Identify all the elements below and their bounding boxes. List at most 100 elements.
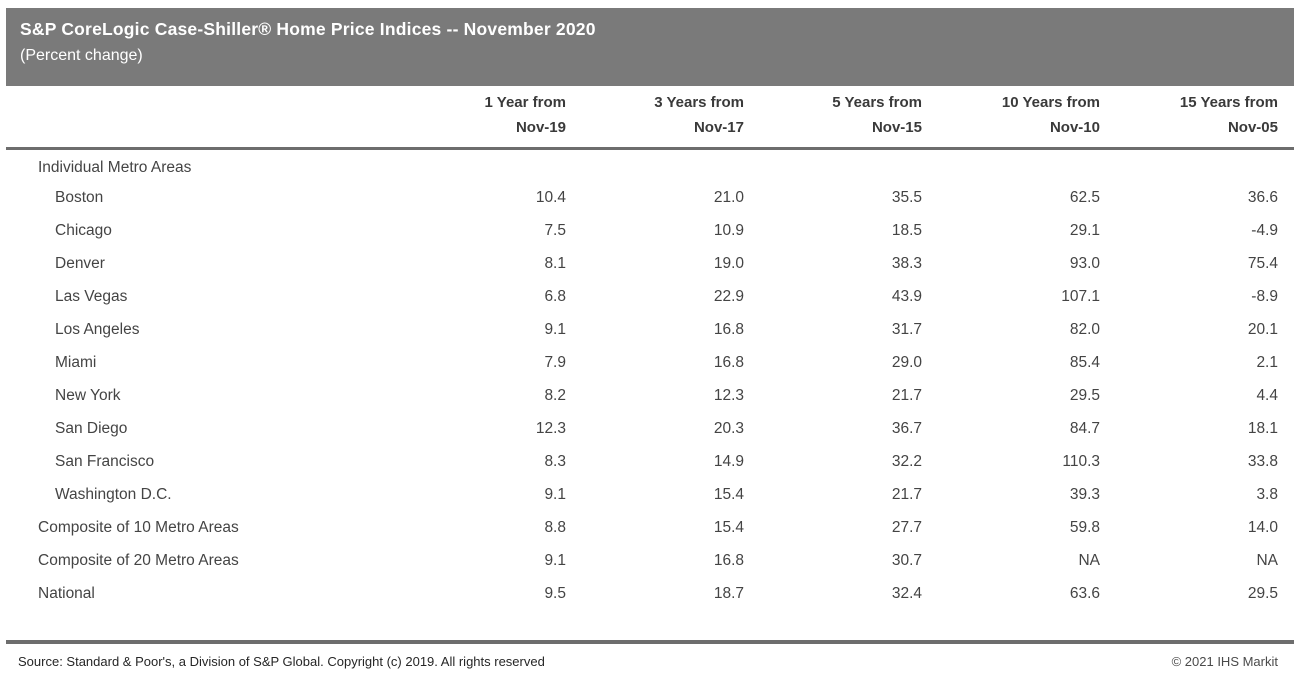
cell-value: 110.3 <box>1062 453 1100 470</box>
cell-value: 62.5 <box>1069 189 1100 206</box>
cell-value <box>744 149 922 182</box>
table-header-row: 1 Year from Nov-19 3 Years from Nov-17 5… <box>6 90 1294 150</box>
table-row: New York 8.2 12.3 21.7 29.5 4.4 <box>6 380 1294 413</box>
table-row: Composite of 10 Metro Areas 8.8 15.4 27.7 59… <box>6 512 1294 545</box>
cell-value: 33.8 <box>1247 453 1278 470</box>
column-header-5years: 5 Years from Nov-15 <box>744 90 922 150</box>
cell-value: 18.1 <box>1247 420 1278 437</box>
cell-value: 2.1 <box>1256 354 1278 371</box>
cell-value: 38.3 <box>891 255 922 272</box>
source-text: Source: Standard & Poor's, a Division of… <box>18 654 545 669</box>
copyright-text: © 2021 IHS Markit <box>1171 654 1278 669</box>
row-label: Individual Metro Areas <box>38 159 192 177</box>
table-row: Boston 10.4 21.0 35.5 62.5 36.6 <box>6 182 1294 215</box>
cell-value: NA <box>1256 552 1278 569</box>
cell-value: 20.3 <box>713 420 744 437</box>
cell-value: 21.7 <box>891 486 922 503</box>
cell-value: 16.8 <box>713 354 744 371</box>
cell-value: 36.7 <box>891 420 922 437</box>
cell-value: 18.7 <box>713 585 744 602</box>
column-header-line1: 5 Years from <box>832 94 922 111</box>
column-header-line2: Nov-17 <box>693 119 744 136</box>
column-header-line1: 1 Year from <box>484 94 566 111</box>
cell-value: 32.4 <box>891 585 922 602</box>
cell-value: 8.3 <box>544 453 566 470</box>
cell-value: 21.0 <box>713 189 744 206</box>
cell-value: 36.6 <box>1247 189 1278 206</box>
cell-value <box>922 149 1100 182</box>
table-row: San Francisco 8.3 14.9 32.2 110.3 33.8 <box>6 446 1294 479</box>
table-row: Miami 7.9 16.8 29.0 85.4 2.1 <box>6 347 1294 380</box>
cell-value: 27.7 <box>891 519 922 536</box>
cell-value: 107.1 <box>1061 288 1100 305</box>
table-row: Composite of 20 Metro Areas 9.1 16.8 30.7 NA… <box>6 545 1294 578</box>
cell-value: 14.9 <box>713 453 744 470</box>
table-row: National 9.5 18.7 32.4 63.6 29.5 <box>6 578 1294 611</box>
cell-value: 35.5 <box>891 189 922 206</box>
row-label: Denver <box>55 255 105 272</box>
column-header-1year: 1 Year from Nov-19 <box>388 90 566 150</box>
row-label: Washington D.C. <box>55 486 172 503</box>
table-row: Washington D.C. 9.1 15.4 21.7 39.3 3.8 <box>6 479 1294 512</box>
cell-value: 9.1 <box>544 486 566 503</box>
row-label-column-header <box>6 90 388 150</box>
cell-value: 10.9 <box>713 222 744 239</box>
cell-value: 93.0 <box>1069 255 1100 272</box>
cell-value: 21.7 <box>891 387 922 404</box>
cell-value: 31.7 <box>891 321 922 338</box>
column-header-line1: 3 Years from <box>654 94 744 111</box>
cell-value: 8.1 <box>544 255 566 272</box>
cell-value: 43.9 <box>891 288 922 305</box>
cell-value: 82.0 <box>1069 321 1100 338</box>
cell-value: 84.7 <box>1069 420 1100 437</box>
cell-value: 12.3 <box>713 387 744 404</box>
table-row: Denver 8.1 19.0 38.3 93.0 75.4 <box>6 248 1294 281</box>
cell-value: 4.4 <box>1256 387 1278 404</box>
row-label: Composite of 10 Metro Areas <box>38 519 239 536</box>
cell-value: NA <box>1078 552 1100 569</box>
table-row: Los Angeles 9.1 16.8 31.7 82.0 20.1 <box>6 314 1294 347</box>
table-header: 1 Year from Nov-19 3 Years from Nov-17 5… <box>6 90 1294 150</box>
column-header-line2: Nov-10 <box>1049 119 1100 136</box>
row-label: Las Vegas <box>55 288 128 305</box>
cell-value: 3.8 <box>1256 486 1278 503</box>
section-heading-row: Individual Metro Areas <box>6 149 1294 182</box>
cell-value: 7.5 <box>544 222 566 239</box>
row-label: Composite of 20 Metro Areas <box>38 552 239 569</box>
cell-value <box>388 149 566 182</box>
home-price-index-table: 1 Year from Nov-19 3 Years from Nov-17 5… <box>6 90 1294 611</box>
row-label: National <box>38 585 95 602</box>
cell-value: 22.9 <box>713 288 744 305</box>
row-label: Miami <box>55 354 97 371</box>
page-subtitle: (Percent change) <box>20 47 143 64</box>
cell-value: 18.5 <box>891 222 922 239</box>
cell-value: 85.4 <box>1069 354 1100 371</box>
cell-value: 59.8 <box>1069 519 1100 536</box>
column-header-3years: 3 Years from Nov-17 <box>566 90 744 150</box>
cell-value: 75.4 <box>1247 255 1278 272</box>
cell-value: 6.8 <box>544 288 566 305</box>
column-header-10years: 10 Years from Nov-10 <box>922 90 1100 150</box>
cell-value <box>1100 149 1294 182</box>
cell-value: 15.4 <box>713 486 744 503</box>
cell-value <box>566 149 744 182</box>
title-bar: S&P CoreLogic Case-Shiller® Home Price I… <box>6 8 1294 86</box>
cell-value: 29.5 <box>1247 585 1278 602</box>
cell-value: 16.8 <box>713 552 744 569</box>
cell-value: 29.1 <box>1069 222 1100 239</box>
cell-value: 7.9 <box>544 354 566 371</box>
row-label: San Francisco <box>55 453 155 470</box>
table-body: Individual Metro Areas Boston 10.4 21.0 35.5… <box>6 149 1294 611</box>
cell-value: 29.0 <box>891 354 922 371</box>
cell-value: 16.8 <box>713 321 744 338</box>
row-label: Boston <box>55 189 104 206</box>
cell-value: 15.4 <box>713 519 744 536</box>
column-header-15years: 15 Years from Nov-05 <box>1100 90 1294 150</box>
cell-value: 32.2 <box>891 453 922 470</box>
cell-value: 20.1 <box>1247 321 1278 338</box>
column-header-line2: Nov-05 <box>1227 119 1278 136</box>
cell-value: 29.5 <box>1069 387 1100 404</box>
footer: Source: Standard & Poor's, a Division of… <box>18 654 1278 669</box>
column-header-line2: Nov-15 <box>871 119 922 136</box>
cell-value: 63.6 <box>1069 585 1100 602</box>
